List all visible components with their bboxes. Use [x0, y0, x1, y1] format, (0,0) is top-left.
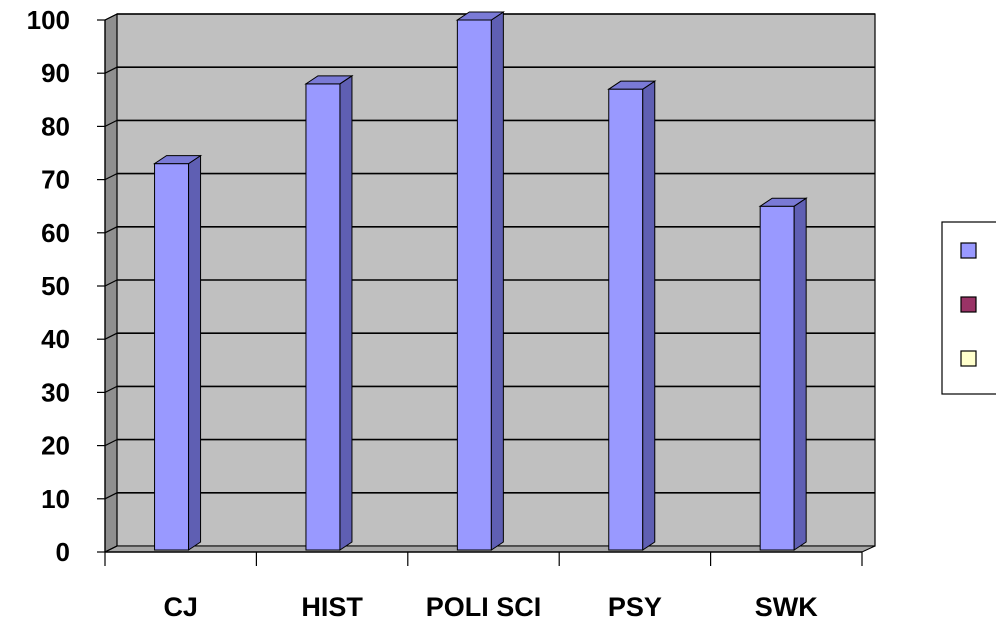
gridline-depth	[104, 332, 118, 340]
gridline-depth	[104, 66, 118, 74]
gridline-depth	[104, 279, 118, 287]
bar-hist	[304, 74, 354, 551]
x-tick-labels: CJ HIST POLI SCI PSY SWK	[163, 592, 818, 619]
gridline-depth	[104, 173, 118, 181]
bar-front	[759, 205, 795, 551]
legend-swatch	[960, 350, 977, 367]
bar-psy	[607, 80, 657, 551]
bar-swk	[758, 197, 808, 551]
x-tick-label: CJ	[163, 592, 198, 619]
y-tick-label: 60	[41, 218, 70, 248]
y-tick-label: 80	[41, 111, 70, 141]
bar-front	[154, 163, 190, 551]
bars	[152, 11, 808, 551]
y-tick-label: 100	[27, 5, 70, 35]
bar-poli-sci	[455, 11, 506, 551]
y-tick-label: 0	[56, 537, 70, 567]
gridline-depth	[104, 119, 118, 127]
gridline-depth	[104, 13, 118, 21]
bar-front	[608, 88, 644, 551]
gridline-depth	[104, 439, 118, 447]
bar-front	[456, 19, 492, 551]
y-tick-label: 20	[41, 431, 70, 461]
y-tick-labels: 0 10 20 30 40 50 60 70 80 90 100	[27, 5, 70, 567]
x-tick-label: HIST	[301, 592, 363, 619]
bar-top	[304, 75, 354, 85]
x-tick-label: POLI SCI	[426, 592, 542, 619]
y-tick-label: 90	[41, 58, 70, 88]
bar-side	[490, 11, 504, 551]
y-tick-label: 40	[41, 324, 70, 354]
y-tick-label: 70	[41, 165, 70, 195]
legend	[941, 221, 996, 395]
bar-cj	[152, 154, 203, 551]
bar-side	[339, 74, 353, 551]
bar-top	[607, 80, 657, 90]
bar-side	[793, 197, 807, 551]
bar-side	[642, 80, 656, 551]
legend-swatch	[960, 242, 977, 259]
gridline-depth	[104, 492, 118, 500]
x-tick-label: PSY	[608, 592, 662, 619]
axes	[104, 20, 863, 566]
y-tick-label: 50	[41, 271, 70, 301]
bar-top	[152, 155, 203, 165]
gridline-depth	[104, 385, 118, 393]
y-tick-label: 30	[41, 377, 70, 407]
gridline-depth	[104, 545, 118, 553]
y-tick-label: 10	[41, 484, 70, 514]
bar-side	[188, 154, 202, 551]
gridline-depth	[104, 226, 118, 234]
legend-swatch	[960, 296, 977, 313]
bar-top	[455, 11, 506, 21]
bar-top	[758, 197, 808, 207]
bar-front	[305, 83, 341, 551]
x-tick-label: SWK	[755, 592, 818, 619]
